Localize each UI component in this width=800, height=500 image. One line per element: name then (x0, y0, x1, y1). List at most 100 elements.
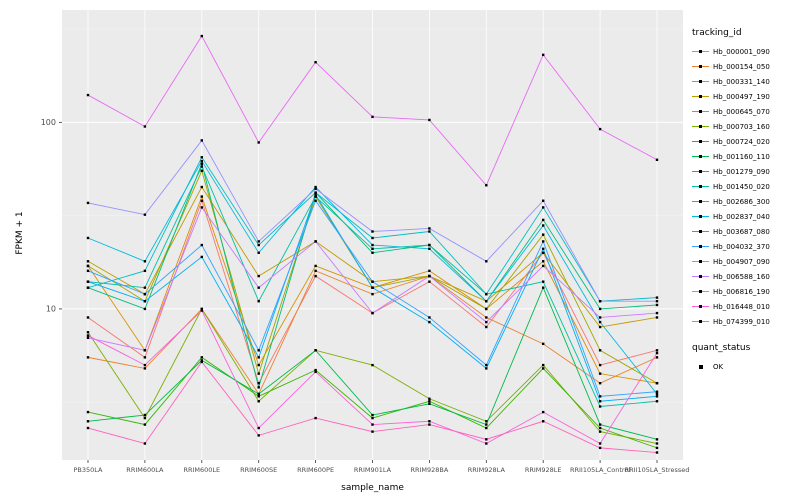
legend-label: Hb_000001_090 (713, 47, 770, 56)
legend-item-Hb_000001_090: Hb_000001_090 (692, 44, 798, 59)
data-point (542, 53, 545, 57)
legend-items: Hb_000001_090 Hb_000154_050 Hb_000331_140 H… (692, 44, 798, 329)
data-point (257, 386, 260, 389)
data-point (428, 118, 431, 122)
data-point (257, 434, 260, 437)
data-point (86, 264, 90, 268)
data-point (314, 193, 317, 196)
ok-point-icon (692, 361, 709, 373)
data-point (371, 311, 374, 315)
data-point (86, 280, 90, 283)
data-point (655, 446, 659, 450)
data-point (143, 413, 147, 417)
legend-label: Hb_004907_090 (713, 257, 770, 266)
data-point (655, 400, 659, 403)
data-point (257, 243, 260, 247)
legend-item-Hb_004907_090: Hb_004907_090 (692, 254, 798, 269)
data-point (598, 363, 602, 367)
data-point (542, 367, 545, 370)
data-point (542, 218, 545, 222)
data-point (200, 356, 203, 359)
data-point (655, 451, 659, 454)
data-point (200, 185, 203, 189)
data-point (200, 165, 203, 168)
data-point (257, 400, 260, 403)
data-point (542, 260, 545, 263)
legend-item-ok: OK (692, 359, 798, 374)
data-point (200, 359, 203, 362)
data-point (86, 260, 90, 263)
data-point (200, 156, 203, 159)
legend-key-icon (692, 76, 709, 88)
data-point (428, 274, 431, 278)
data-point (143, 292, 147, 296)
data-point (143, 423, 147, 426)
data-point (86, 269, 90, 273)
data-point (428, 420, 431, 423)
data-point (257, 141, 260, 144)
legend-item-Hb_006588_160: Hb_006588_160 (692, 269, 798, 284)
data-point (86, 286, 90, 289)
legend-key-icon (692, 316, 709, 328)
data-point (485, 300, 488, 303)
data-point (257, 349, 260, 352)
x-tick-label: RRIM928LE (525, 466, 562, 474)
data-point (485, 442, 488, 445)
legend-label: Hb_002837_040 (713, 212, 770, 221)
legend-key-icon (692, 301, 709, 313)
legend-item-Hb_000724_020: Hb_000724_020 (692, 134, 798, 149)
legend-item-Hb_000645_070: Hb_000645_070 (692, 104, 798, 119)
data-point (655, 390, 659, 393)
data-point (598, 426, 602, 430)
data-point (655, 296, 659, 299)
x-axis-label: sample_name (341, 483, 404, 493)
data-point (542, 206, 545, 209)
data-point (257, 372, 260, 375)
data-point (542, 247, 545, 251)
data-point (655, 311, 659, 315)
data-point (598, 430, 602, 433)
data-point (598, 442, 602, 445)
data-point (485, 320, 488, 324)
y-axis-label: FPKM + 1 (15, 211, 25, 255)
data-point (200, 159, 203, 163)
data-point (428, 397, 431, 400)
y-tick-label: 100 (41, 118, 56, 127)
legend-key-icon (692, 286, 709, 298)
data-point (371, 251, 374, 254)
legend-key-icon (692, 211, 709, 223)
data-point (485, 184, 488, 187)
data-point (371, 423, 374, 426)
data-point (655, 300, 659, 303)
data-point (143, 260, 147, 263)
data-point (542, 199, 545, 202)
data-point (428, 402, 431, 406)
data-point (655, 395, 659, 398)
data-point (542, 410, 545, 414)
data-point (257, 363, 260, 367)
legend-label: Hb_000497_190 (713, 92, 770, 101)
data-point (257, 251, 260, 254)
x-tick-label: RRIM600PE (297, 466, 334, 474)
data-point (428, 320, 431, 324)
data-point (655, 158, 659, 161)
legend-key-icon (692, 226, 709, 238)
data-point (598, 423, 602, 426)
legend-label: Hb_074399_010 (713, 317, 770, 326)
data-point (371, 286, 374, 289)
legend-key-icon (692, 241, 709, 253)
x-tick-label: RRII105LA_Stressed (625, 466, 690, 474)
legend-title-quant-status: quant_status (692, 343, 751, 353)
data-point (428, 400, 431, 403)
data-point (257, 381, 260, 385)
data-point (485, 316, 488, 319)
data-point (598, 395, 602, 398)
data-point (542, 363, 545, 367)
data-point (428, 243, 431, 247)
legend-item-Hb_000154_050: Hb_000154_050 (692, 59, 798, 74)
data-point (200, 195, 203, 198)
data-point (485, 367, 488, 370)
data-point (598, 325, 602, 329)
x-tick-label: RRIM928BA (410, 466, 448, 474)
